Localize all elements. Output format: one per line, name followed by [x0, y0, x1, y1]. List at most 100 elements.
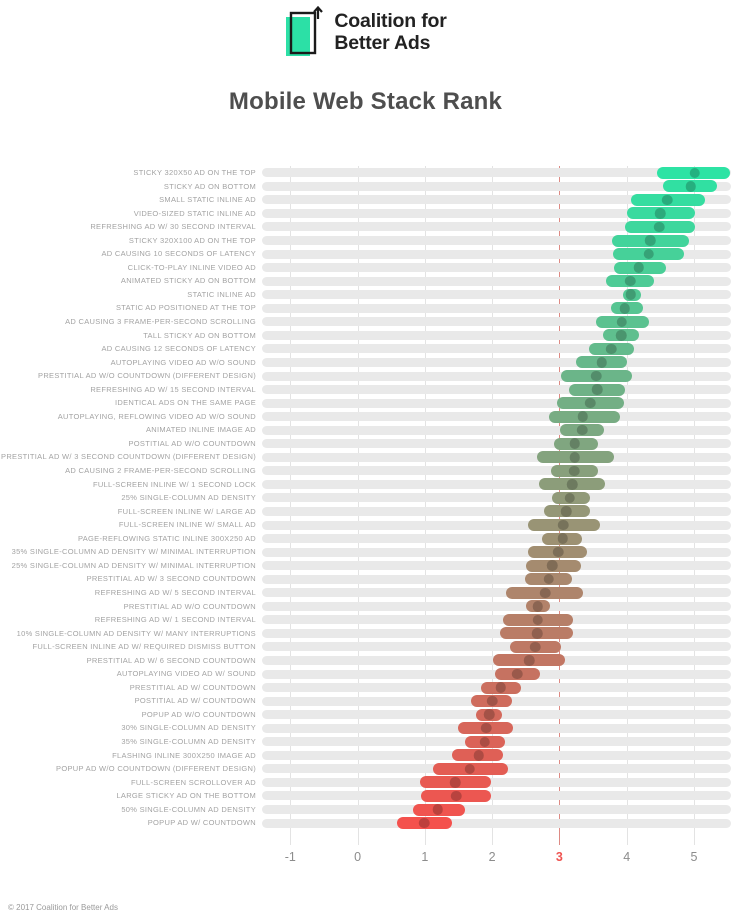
row-label: PRESTITIAL AD W/ COUNTDOWN — [129, 682, 256, 692]
row-label: POSTITIAL AD W/O COUNTDOWN — [128, 438, 256, 448]
row-track — [262, 642, 731, 652]
chart-row: ANIMATED INLINE IMAGE AD — [0, 423, 731, 437]
brand-line2: Better Ads — [334, 32, 431, 54]
row-track — [262, 371, 731, 381]
range-bar — [505, 586, 583, 599]
row-plot — [262, 180, 731, 194]
chart-row: 10% SINGLE-COLUMN AD DENSITY W/ MANY INT… — [0, 627, 731, 641]
row-label: 35% SINGLE-COLUMN AD DENSITY — [121, 736, 256, 746]
row-label: REFRESHING AD W/ 1 SECOND INTERVAL — [94, 615, 256, 625]
chart-row: AD CAUSING 10 SECONDS OF LATENCY — [0, 247, 731, 261]
mean-dot — [624, 275, 636, 287]
mean-dot — [546, 560, 558, 571]
row-track — [262, 574, 731, 584]
chart-row: AUTOPLAYING, REFLOWING VIDEO AD W/O SOUN… — [0, 410, 731, 424]
row-label: FULL-SCREEN INLINE W/ SMALL AD — [118, 520, 256, 530]
row-plot — [262, 288, 731, 302]
row-track — [262, 805, 731, 814]
stack-rank-chart: STICKY 320X50 AD ON THE TOP STICKY AD ON … — [0, 166, 731, 866]
chart-row: PRESTITIAL AD W/ COUNTDOWN — [0, 681, 731, 695]
row-label: 50% SINGLE-COLUMN AD DENSITY — [121, 804, 256, 814]
chart-row: 50% SINGLE-COLUMN AD DENSITY — [0, 803, 731, 817]
row-plot — [262, 572, 731, 586]
row-plot — [262, 261, 731, 275]
row-plot — [262, 315, 731, 329]
chart-row: AUTOPLAYING VIDEO AD W/ SOUND — [0, 667, 731, 681]
row-plot — [262, 301, 731, 315]
row-plot — [262, 234, 731, 248]
row-label: LARGE STICKY AD ON THE BOTTOM — [116, 791, 256, 801]
range-bar — [613, 248, 684, 261]
range-bar — [538, 478, 606, 491]
chart-row: STICKY 320X50 AD ON THE TOP — [0, 166, 731, 180]
range-bar — [589, 342, 635, 355]
range-bar — [500, 627, 573, 640]
range-bar — [432, 762, 509, 775]
range-bar — [548, 410, 620, 423]
row-plot — [262, 356, 731, 370]
mean-dot — [685, 181, 696, 192]
chart-row: POPUP AD W/O COUNTDOWN (DIFFERENT DESIGN… — [0, 762, 731, 776]
row-track — [262, 344, 731, 354]
row-track — [262, 385, 731, 395]
row-label: AD CAUSING 2 FRAME-PER-SECOND SCROLLING — [65, 466, 256, 476]
mean-dot — [569, 438, 581, 449]
row-track — [262, 628, 731, 638]
mean-dot — [486, 695, 498, 707]
mean-dot — [661, 194, 673, 206]
chart-row: 25% SINGLE-COLUMN AD DENSITY W/ MINIMAL … — [0, 559, 731, 573]
row-label: FULL-SCREEN SCROLLOVER AD — [130, 777, 256, 787]
mean-dot — [625, 289, 636, 300]
row-plot — [262, 410, 731, 424]
row-label: AD CAUSING 3 FRAME-PER-SECOND SCROLLING — [65, 317, 256, 327]
mean-dot — [619, 303, 630, 314]
mean-dot — [560, 506, 572, 517]
brand-header: Coalition for Better Ads — [0, 6, 731, 58]
row-label: FLASHING INLINE 300X250 IMAGE AD — [112, 750, 256, 760]
range-bar — [560, 370, 633, 382]
mean-dot — [543, 573, 554, 585]
row-label: POPUP AD W/O COUNTDOWN — [141, 709, 256, 719]
range-bar — [656, 166, 730, 179]
row-plot — [262, 491, 731, 505]
row-track — [262, 222, 731, 232]
chart-row: REFRESHING AD W/ 1 SECOND INTERVAL — [0, 613, 731, 627]
mean-dot — [645, 235, 656, 246]
x-tick-label: 2 — [488, 850, 496, 864]
row-plot — [262, 383, 731, 397]
mean-dot — [633, 262, 645, 273]
range-bar — [552, 491, 591, 504]
row-plot — [262, 166, 731, 180]
range-bar — [492, 654, 566, 667]
chart-row: 35% SINGLE-COLUMN AD DENSITY W/ MINIMAL … — [0, 545, 731, 559]
chart-row: 35% SINGLE-COLUMN AD DENSITY — [0, 735, 731, 749]
row-plot — [262, 505, 731, 519]
row-track — [262, 425, 731, 435]
row-label: REFRESHING AD W/ 5 SECOND INTERVAL — [94, 587, 256, 597]
row-track — [262, 249, 731, 259]
mean-dot — [529, 641, 541, 653]
chart-row: PRESTITIAL AD W/O COUNTDOWN — [0, 600, 731, 614]
mean-dot — [418, 817, 430, 829]
row-plot — [262, 329, 731, 343]
coalition-logo-icon — [286, 6, 324, 56]
range-bar — [536, 451, 614, 464]
row-label: POPUP AD W/O COUNTDOWN (DIFFERENT DESIGN… — [56, 764, 256, 774]
chart-row: LARGE STICKY AD ON THE BOTTOM — [0, 789, 731, 803]
x-tick-label: 3 — [555, 850, 563, 864]
row-plot — [262, 803, 731, 817]
row-plot — [262, 816, 731, 830]
row-label: PRESTITIAL AD W/ 3 SECOND COUNTDOWN (DIF… — [1, 452, 256, 462]
range-bar — [471, 695, 513, 708]
mean-dot — [566, 479, 578, 490]
chart-row: ANIMATED STICKY AD ON BOTTOM — [0, 274, 731, 288]
row-track — [262, 290, 731, 300]
chart-row: AD CAUSING 12 SECONDS OF LATENCY — [0, 342, 731, 356]
chart-row: FULL-SCREEN INLINE W/ SMALL AD — [0, 518, 731, 532]
row-plot — [262, 247, 731, 261]
row-label: ANIMATED STICKY AD ON BOTTOM — [120, 276, 256, 286]
chart-row: REFRESHING AD W/ 15 SECOND INTERVAL — [0, 383, 731, 397]
row-label: PRESTITIAL AD W/O COUNTDOWN (DIFFERENT D… — [38, 371, 256, 381]
row-label: AD CAUSING 10 SECONDS OF LATENCY — [101, 249, 256, 259]
